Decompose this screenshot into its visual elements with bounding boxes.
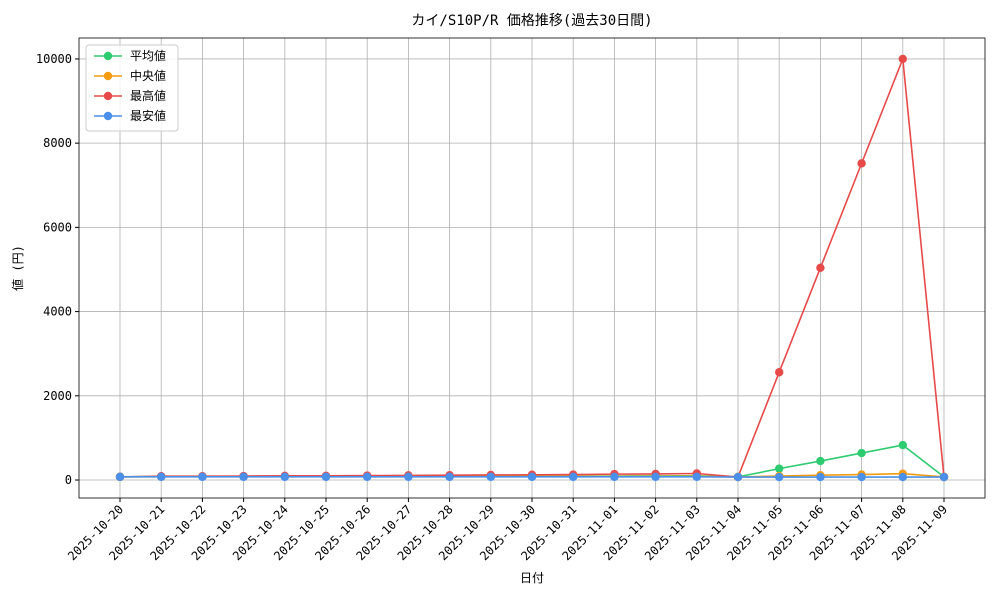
y-tick-label: 2000: [43, 389, 72, 403]
point: [239, 472, 248, 482]
y-tick-label: 0: [65, 473, 72, 487]
legend-marker: [103, 71, 113, 81]
point: [775, 472, 784, 482]
chart-title: カイ/S10P/R 価格推移(過去30日間): [411, 13, 652, 29]
point: [816, 472, 825, 482]
legend-label: 最安値: [130, 108, 166, 123]
point: [692, 472, 701, 482]
legend-label: 最高値: [130, 88, 166, 103]
legend-marker: [103, 51, 113, 61]
point: [898, 440, 907, 450]
point: [733, 472, 743, 482]
grid: [79, 38, 985, 498]
point: [610, 472, 619, 482]
point: [198, 472, 207, 482]
legend-marker: [103, 111, 113, 121]
point: [775, 464, 784, 473]
point: [486, 472, 495, 482]
point: [569, 472, 578, 482]
point: [115, 472, 125, 482]
point: [280, 472, 289, 482]
y-tick-label: 4000: [43, 305, 72, 319]
point: [445, 472, 454, 482]
point: [527, 472, 537, 482]
legend-marker: [103, 91, 113, 101]
point: [404, 472, 413, 482]
point: [857, 448, 866, 458]
point: [816, 263, 825, 272]
point: [857, 472, 866, 482]
legend-label: 平均値: [130, 48, 166, 63]
point: [321, 472, 331, 482]
point: [775, 368, 784, 377]
legend-label: 中央値: [130, 68, 166, 83]
point: [898, 472, 907, 482]
point: [857, 159, 866, 168]
legend-box: [85, 44, 179, 132]
x-axis-label: 日付: [520, 571, 544, 585]
point: [816, 456, 825, 466]
y-axis-label: 値 (円): [10, 245, 25, 291]
point: [898, 54, 907, 64]
point: [157, 472, 166, 482]
point: [939, 472, 949, 482]
y-tick-label: 6000: [43, 220, 72, 234]
y-tick-label: 8000: [43, 136, 72, 150]
point: [651, 472, 660, 482]
point: [363, 472, 372, 482]
y-tick-label: 10000: [36, 52, 72, 66]
